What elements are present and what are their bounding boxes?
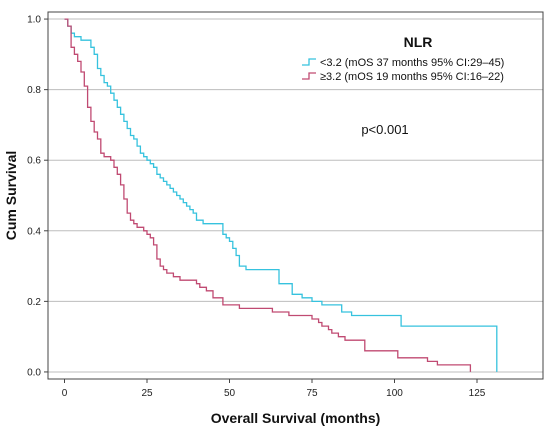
y-tick-label: 0.8 [27,85,41,96]
series-lines [64,18,498,372]
x-tick-label: 0 [62,388,68,399]
legend-swatch [302,58,316,66]
legend-swatch [302,72,316,80]
x-tick-label: 25 [141,388,153,399]
p-value-annotation: p<0.001 [361,122,408,137]
gridlines [48,18,543,373]
x-tick-label: 50 [224,388,236,399]
y-tick-label: 0.4 [27,226,41,237]
y-tick-label: 1.0 [27,15,41,26]
y-axis-ticks: 0.0 0.2 0.4 0.6 0.8 1.0 [27,15,48,378]
x-axis-title: Overall Survival (months) [211,410,381,426]
y-tick-label: 0.6 [27,156,41,167]
plot-frame [47,11,544,380]
series-line-1 [64,18,498,372]
x-tick-label: 75 [306,388,318,399]
x-axis-ticks: 0 25 50 75 100 125 [62,379,486,399]
y-tick-label: 0.2 [27,297,41,308]
legend-items: <3.2 (mOS 37 months 95% CI:29–45) ≥3.2 (m… [302,57,504,83]
y-tick-label: 0.0 [27,367,41,378]
legend-label: ≥3.2 (mOS 19 months 95% CI:16–22) [320,71,504,83]
legend-label: <3.2 (mOS 37 months 95% CI:29–45) [320,57,504,69]
legend-title: NLR [404,34,433,50]
series-line-2 [64,18,472,372]
x-tick-label: 125 [469,388,486,399]
y-axis-title: Cum Survival [3,151,19,240]
legend: NLR <3.2 (mOS 37 months 95% CI:29–45) ≥3.… [302,34,504,83]
x-tick-label: 100 [386,388,403,399]
